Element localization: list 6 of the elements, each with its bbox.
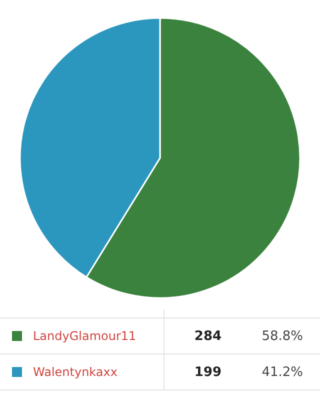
data-label: 199	[194, 365, 222, 380]
text: 58.8%	[262, 329, 303, 344]
legend-label: Walentynkaxx	[33, 365, 118, 379]
data-label: 284	[194, 329, 222, 344]
text: 41.2%	[262, 365, 303, 380]
legend-label: LandyGlamour11	[33, 329, 136, 343]
